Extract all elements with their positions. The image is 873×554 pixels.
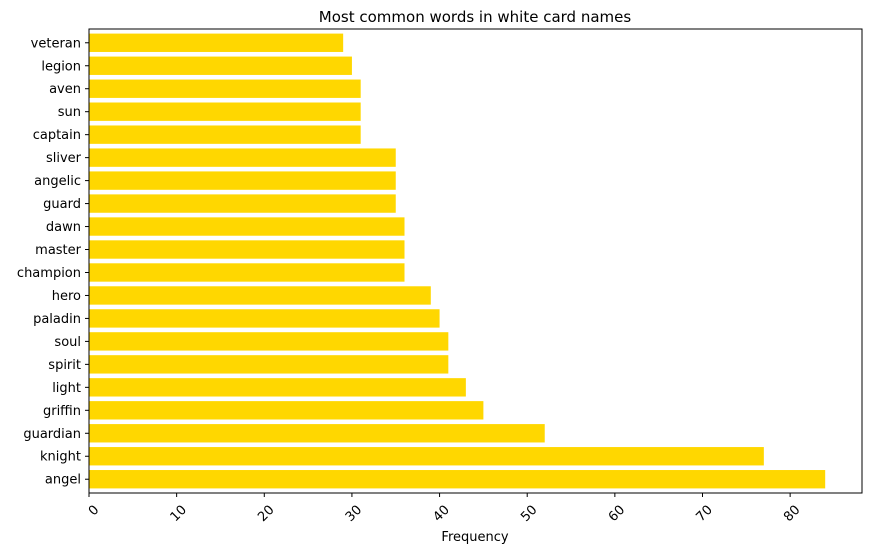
- x-tick-label: 40: [431, 503, 453, 525]
- y-tick-label: captain: [33, 128, 81, 143]
- bar-sun: [89, 102, 361, 121]
- x-tick-label: 10: [168, 503, 190, 525]
- y-tick-label: dawn: [46, 220, 81, 235]
- y-tick-label: paladin: [33, 312, 81, 327]
- bar-dawn: [89, 217, 405, 236]
- y-tick-label: light: [52, 381, 81, 396]
- y-tick-label: griffin: [43, 404, 81, 419]
- bar-light: [89, 378, 466, 397]
- bar-captain: [89, 125, 361, 144]
- x-tick-label: 50: [518, 503, 540, 525]
- x-tick-label: 0: [86, 503, 102, 519]
- x-tick-label: 80: [781, 503, 803, 525]
- bar-guard: [89, 194, 396, 213]
- y-tick-label: champion: [17, 266, 81, 281]
- bar-griffin: [89, 401, 484, 420]
- bar-knight: [89, 447, 764, 466]
- bar-sliver: [89, 148, 396, 167]
- bar-aven: [89, 79, 361, 98]
- bar-legion: [89, 56, 352, 75]
- y-tick-label: angelic: [34, 174, 81, 189]
- chart-title: Most common words in white card names: [319, 8, 632, 26]
- y-tick-label: veteran: [31, 36, 81, 51]
- bar-hero: [89, 286, 431, 305]
- y-tick-label: hero: [52, 289, 81, 304]
- y-tick-label: knight: [40, 450, 81, 465]
- bar-paladin: [89, 309, 440, 328]
- bar-angelic: [89, 171, 396, 190]
- bar-angel: [89, 470, 826, 489]
- bar-spirit: [89, 355, 449, 374]
- y-tick-label: guardian: [23, 427, 81, 442]
- x-axis-title: Frequency: [441, 530, 508, 545]
- x-axis: 0 10 20 30 40 50 60 70 80: [86, 493, 803, 525]
- y-tick-label: guard: [43, 197, 81, 212]
- y-tick-label: legion: [41, 59, 81, 74]
- y-tick-label: soul: [54, 335, 81, 350]
- bar-guardian: [89, 424, 545, 443]
- plot-frame: [88, 28, 863, 494]
- bar-veteran: [89, 33, 344, 52]
- y-tick-label: master: [35, 243, 81, 258]
- plot-area: [89, 33, 826, 489]
- y-tick-label: angel: [45, 473, 81, 488]
- bar-champion: [89, 263, 405, 282]
- y-tick-label: aven: [49, 82, 81, 97]
- y-tick-label: sliver: [46, 151, 82, 166]
- bar-master: [89, 240, 405, 259]
- y-tick-label: sun: [58, 105, 81, 120]
- x-tick-label: 20: [255, 503, 277, 525]
- x-tick-label: 60: [606, 503, 628, 525]
- y-axis: angel knight guardian griffin light spirit sou…: [17, 36, 89, 488]
- bar-soul: [89, 332, 449, 351]
- y-tick-label: spirit: [48, 358, 81, 373]
- x-tick-label: 70: [693, 503, 715, 525]
- x-tick-label: 30: [343, 503, 365, 525]
